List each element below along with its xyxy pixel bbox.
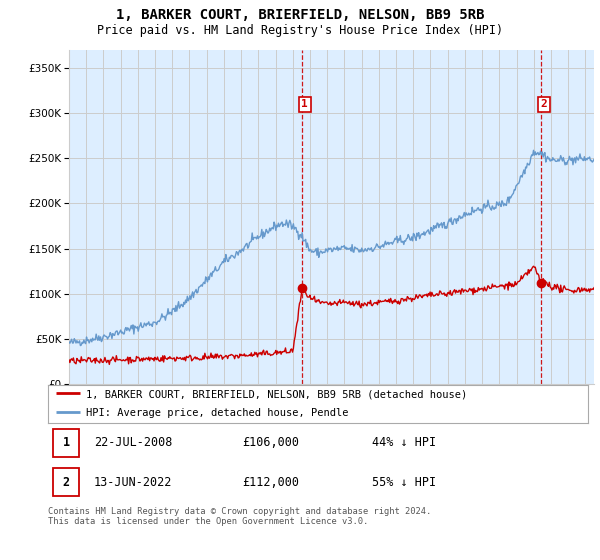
Text: 1: 1: [63, 436, 70, 449]
Text: 44% ↓ HPI: 44% ↓ HPI: [372, 436, 436, 449]
Text: Contains HM Land Registry data © Crown copyright and database right 2024.
This d: Contains HM Land Registry data © Crown c…: [48, 507, 431, 526]
FancyBboxPatch shape: [53, 429, 79, 456]
Text: 2: 2: [541, 100, 547, 109]
Text: £112,000: £112,000: [242, 475, 299, 488]
Text: £106,000: £106,000: [242, 436, 299, 449]
Text: HPI: Average price, detached house, Pendle: HPI: Average price, detached house, Pend…: [86, 408, 348, 418]
Text: 1, BARKER COURT, BRIERFIELD, NELSON, BB9 5RB: 1, BARKER COURT, BRIERFIELD, NELSON, BB9…: [116, 8, 484, 22]
Text: 22-JUL-2008: 22-JUL-2008: [94, 436, 172, 449]
Text: 1, BARKER COURT, BRIERFIELD, NELSON, BB9 5RB (detached house): 1, BARKER COURT, BRIERFIELD, NELSON, BB9…: [86, 389, 467, 399]
Text: 55% ↓ HPI: 55% ↓ HPI: [372, 475, 436, 488]
Text: 2: 2: [63, 475, 70, 488]
Text: 13-JUN-2022: 13-JUN-2022: [94, 475, 172, 488]
Text: Price paid vs. HM Land Registry's House Price Index (HPI): Price paid vs. HM Land Registry's House …: [97, 24, 503, 36]
Text: 1: 1: [301, 100, 308, 109]
FancyBboxPatch shape: [53, 468, 79, 496]
